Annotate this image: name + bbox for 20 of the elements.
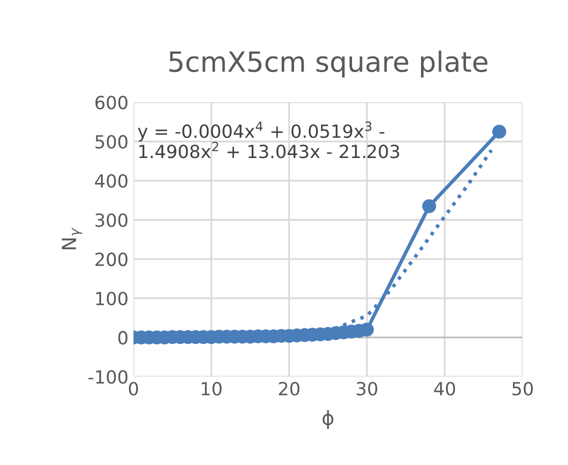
x-tick-label: 20 [278, 382, 300, 396]
x-tick-label: 0 [128, 382, 138, 396]
y-tick-label: -100 [88, 370, 128, 384]
y-tick-label: 600 [95, 96, 128, 110]
y-axis-title: N$_{γ}$ [62, 228, 82, 250]
y-tick-label: 100 [96, 292, 128, 306]
x-tick-label: 10 [202, 382, 222, 396]
x-tick-label: 50 [512, 382, 533, 396]
x-tick-label: 40 [434, 382, 456, 396]
chart-title: 5cmX5cm square plate [169, 50, 488, 78]
x-axis-title: ϕ [322, 410, 334, 429]
point [492, 124, 506, 139]
y-tick-label: 400 [95, 174, 128, 188]
point [422, 199, 436, 214]
y-tick-label: 200 [95, 252, 128, 266]
y-tick-label: 300 [96, 213, 128, 227]
y-tick-label: 500 [96, 134, 128, 149]
x-tick-label: 30 [356, 382, 378, 396]
y-tick-label: 0 [118, 330, 128, 345]
text: y = -0.0004x$^{4}$ + 0.0519x$^{3}$ - 1.4908x$^{2}$ + 13.043x - 21.203 [138, 122, 400, 158]
